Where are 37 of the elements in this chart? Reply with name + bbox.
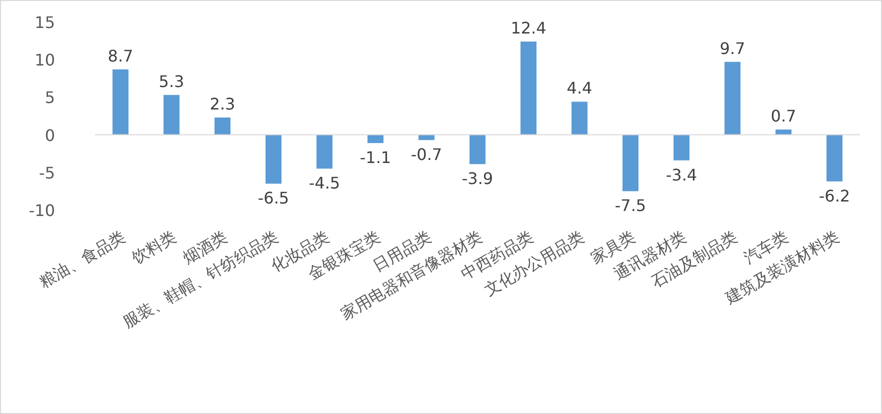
data-label: -3.4 [666,165,698,184]
bar [572,102,588,135]
data-label: -6.2 [818,186,850,206]
bar [316,134,332,169]
x-tick-label: 粮油、食品类 [36,227,128,292]
data-label: 12.4 [510,18,546,38]
data-label: -4.5 [308,174,340,193]
bar [724,62,740,135]
data-label: -3.9 [462,169,494,188]
data-label: 8.7 [108,46,134,66]
bar [520,42,536,135]
bar [674,134,690,160]
data-label: -7.5 [614,196,646,216]
bar [622,134,638,192]
bar [112,69,128,135]
data-label: 2.3 [210,94,236,114]
x-tick-label: 饮料类 [128,227,180,268]
y-tick-label: 10 [34,50,55,70]
y-tick-label: -5 [39,163,55,182]
bar [368,134,384,144]
y-tick-label: 0 [44,126,55,145]
bar [164,94,180,135]
y-tick-label: 5 [44,88,55,108]
data-label: 5.3 [158,72,184,91]
data-label: -0.7 [410,145,442,164]
y-tick-label: 15 [34,13,55,32]
data-label: 4.4 [566,78,592,98]
bar [470,134,486,164]
bar [214,118,230,135]
bar [826,134,842,182]
data-label: -6.5 [258,188,290,208]
data-label: 0.7 [770,106,796,126]
bar [776,130,792,135]
y-tick-label: -10 [28,201,55,220]
data-label: 9.7 [720,38,746,58]
data-label: -1.1 [360,148,392,168]
bar [266,134,282,184]
